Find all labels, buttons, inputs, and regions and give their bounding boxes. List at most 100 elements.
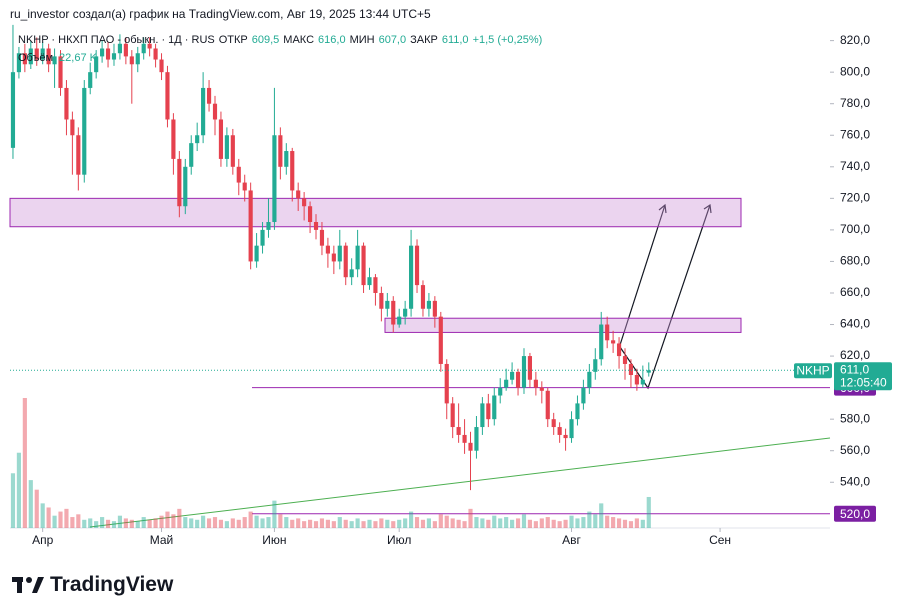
arrow — [619, 204, 711, 390]
volume-bar — [563, 519, 568, 528]
volume-bar — [521, 514, 527, 528]
candle-body — [34, 48, 39, 60]
brand: TradingView — [50, 573, 174, 596]
volume-bar — [438, 514, 443, 528]
candle-body — [355, 245, 360, 270]
candle-body — [224, 135, 229, 159]
ohlc-label: ОТКР — [218, 34, 248, 46]
candle-body — [545, 390, 550, 420]
candle-body — [94, 56, 99, 73]
candle-body — [409, 245, 414, 309]
ohlc-value: 607,0 — [378, 34, 407, 46]
candle-body — [230, 135, 235, 167]
candle-body — [195, 135, 200, 144]
volume-bar — [165, 511, 170, 528]
volume-bar — [28, 480, 33, 528]
volume-bar — [414, 517, 420, 528]
candle-body — [414, 245, 420, 286]
price-badge — [834, 362, 892, 391]
volume-bar — [141, 517, 146, 528]
level-badge — [834, 505, 876, 522]
volume-bar — [284, 517, 289, 528]
candle-body — [260, 229, 265, 246]
y-tick-label: 580,0 — [840, 411, 870, 425]
volume-bar — [474, 517, 479, 528]
logo-part — [26, 577, 32, 583]
volume-bar — [646, 496, 651, 528]
volume-bar — [539, 518, 544, 528]
y-tick-label: 760,0 — [840, 127, 870, 141]
candle-body — [575, 403, 580, 420]
volume-bar — [581, 517, 586, 528]
candle-body — [385, 300, 390, 309]
volume-bar — [40, 503, 45, 528]
ohlc-label: МАКС — [283, 34, 315, 46]
candle-body — [266, 222, 271, 230]
candle-body — [141, 43, 146, 54]
candle-body — [248, 190, 253, 262]
volume-bar — [480, 518, 485, 528]
volume-bar — [189, 518, 194, 528]
candle-body — [611, 340, 616, 344]
volume-bar — [593, 514, 598, 528]
candle-body — [254, 245, 259, 262]
volume-bar — [361, 521, 366, 528]
volume-bar — [230, 518, 235, 528]
y-tick-label: 700,0 — [840, 222, 870, 236]
ohlc-value: 609,5 — [251, 34, 280, 46]
volume-bar — [420, 519, 426, 528]
candle-body — [581, 387, 586, 404]
volume-bar — [569, 515, 574, 528]
candle-body — [10, 72, 16, 148]
candle-body — [468, 442, 473, 451]
volume-bar — [58, 511, 63, 528]
volume-bar — [616, 518, 622, 528]
candle-body — [367, 277, 372, 286]
volume-bar — [206, 518, 212, 528]
symbol-label: NKHP — [796, 363, 829, 377]
volume-bar — [307, 519, 313, 528]
candle-body — [16, 53, 21, 73]
volume-label: Объём — [18, 52, 54, 64]
candle-body — [622, 356, 628, 364]
volume-bar — [432, 521, 437, 528]
candle-body — [521, 356, 527, 388]
volume-bar — [76, 514, 81, 528]
volume-bar — [201, 515, 206, 528]
volume-bar — [343, 519, 348, 528]
volume-bar — [266, 517, 271, 528]
volume-bar — [409, 511, 414, 528]
arrows — [619, 203, 712, 390]
ohlc-label: ЗАКР — [410, 34, 438, 46]
attribution: ru_investor создал(а) график на TradingV… — [10, 7, 431, 21]
arrow-head — [658, 203, 667, 214]
volume-bar — [313, 521, 319, 528]
volume-bar — [611, 517, 616, 528]
arrow — [619, 204, 666, 346]
volume-bar — [379, 518, 384, 528]
volume-bar — [373, 521, 378, 528]
candle-body — [361, 245, 366, 286]
volume-bar — [622, 519, 628, 528]
candle-body — [593, 359, 598, 372]
volume-bar — [195, 519, 200, 528]
volume-bar — [397, 519, 402, 528]
volume-bar — [456, 519, 461, 528]
volume-bar — [444, 515, 449, 528]
ohlc-label: МИН — [349, 34, 375, 46]
volume-bar — [403, 518, 408, 528]
candle-body — [539, 387, 544, 391]
candle-body — [105, 48, 111, 60]
candle-body — [52, 56, 57, 65]
volume-bar — [290, 519, 295, 528]
candle-body — [206, 87, 212, 104]
volume-bar — [147, 519, 152, 528]
y-tick-label: 560,0 — [840, 443, 870, 457]
candle-body — [510, 371, 515, 380]
volume-bar — [605, 515, 610, 528]
volume-bar — [123, 518, 128, 528]
x-tick-label: Июл — [387, 533, 411, 547]
volume-bar — [135, 521, 140, 528]
candle-body — [319, 229, 325, 246]
candle-body — [40, 48, 45, 60]
